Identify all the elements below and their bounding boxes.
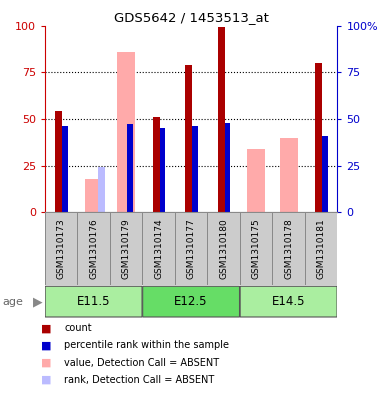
Bar bbox=[207, 212, 240, 285]
Text: GSM1310177: GSM1310177 bbox=[186, 218, 196, 279]
Bar bbox=[185, 65, 192, 212]
Bar bbox=[77, 212, 110, 285]
FancyBboxPatch shape bbox=[45, 286, 142, 317]
Bar bbox=[55, 111, 62, 212]
Text: GSM1310174: GSM1310174 bbox=[154, 218, 163, 279]
Bar bbox=[110, 212, 142, 285]
Bar bbox=[160, 128, 165, 212]
Text: percentile rank within the sample: percentile rank within the sample bbox=[64, 340, 229, 351]
FancyBboxPatch shape bbox=[143, 286, 239, 317]
Bar bbox=[218, 28, 225, 212]
Bar bbox=[45, 212, 77, 285]
Text: GSM1310180: GSM1310180 bbox=[219, 218, 228, 279]
Text: count: count bbox=[64, 323, 92, 333]
Bar bbox=[305, 212, 337, 285]
Text: E11.5: E11.5 bbox=[77, 295, 110, 308]
Text: age: age bbox=[2, 297, 23, 307]
Bar bbox=[98, 167, 105, 212]
Text: ▶: ▶ bbox=[33, 295, 43, 308]
Text: ■: ■ bbox=[41, 358, 51, 368]
Text: GSM1310178: GSM1310178 bbox=[284, 218, 293, 279]
Bar bbox=[225, 123, 230, 212]
Title: GDS5642 / 1453513_at: GDS5642 / 1453513_at bbox=[113, 11, 269, 24]
Bar bbox=[240, 212, 272, 285]
Text: GSM1310176: GSM1310176 bbox=[89, 218, 98, 279]
Bar bbox=[153, 117, 160, 212]
Text: GSM1310173: GSM1310173 bbox=[57, 218, 66, 279]
Bar bbox=[315, 63, 323, 212]
Text: value, Detection Call = ABSENT: value, Detection Call = ABSENT bbox=[64, 358, 220, 368]
Bar bbox=[127, 125, 133, 212]
Bar bbox=[247, 149, 265, 212]
Text: GSM1310179: GSM1310179 bbox=[122, 218, 131, 279]
Text: rank, Detection Call = ABSENT: rank, Detection Call = ABSENT bbox=[64, 375, 214, 385]
Bar bbox=[175, 212, 207, 285]
Bar bbox=[322, 136, 328, 212]
Text: GSM1310181: GSM1310181 bbox=[317, 218, 326, 279]
Text: E12.5: E12.5 bbox=[174, 295, 208, 308]
Text: ■: ■ bbox=[41, 375, 51, 385]
FancyBboxPatch shape bbox=[240, 286, 337, 317]
Bar bbox=[192, 126, 198, 212]
Bar bbox=[117, 51, 135, 212]
Bar bbox=[62, 126, 68, 212]
Bar bbox=[272, 212, 305, 285]
Bar bbox=[142, 212, 175, 285]
Text: GSM1310175: GSM1310175 bbox=[252, 218, 261, 279]
Text: E14.5: E14.5 bbox=[272, 295, 305, 308]
Text: ■: ■ bbox=[41, 323, 51, 333]
Bar bbox=[85, 178, 103, 212]
Text: ■: ■ bbox=[41, 340, 51, 351]
Bar bbox=[280, 138, 298, 212]
